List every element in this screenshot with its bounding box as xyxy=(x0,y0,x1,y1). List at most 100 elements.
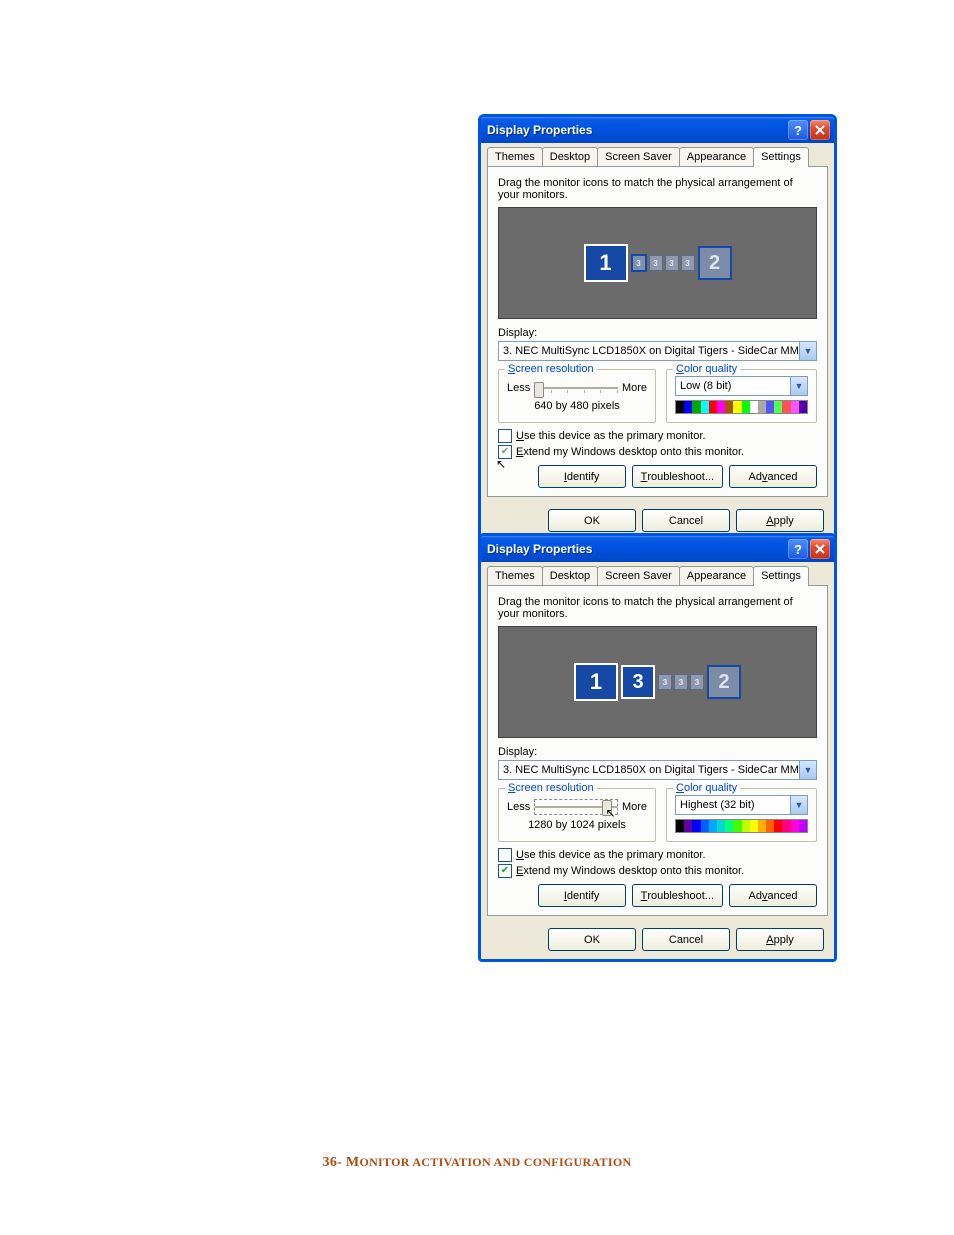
color-quality-combobox[interactable]: Low (8 bit) ▼ xyxy=(675,376,808,396)
extend-desktop-checkbox-row: ✔ Extend my Windows desktop onto this mo… xyxy=(498,445,817,459)
page-footer-title: MONITOR ACTIVATION AND CONFIGURATION xyxy=(346,1155,632,1170)
titlebar[interactable]: Display Properties ? xyxy=(481,536,834,562)
page-footer: 36- MONITOR ACTIVATION AND CONFIGURATION xyxy=(0,1155,954,1171)
display-label: Display: xyxy=(498,327,817,339)
tab-strip: Themes Desktop Screen Saver Appearance S… xyxy=(481,143,834,166)
chevron-down-icon[interactable]: ▼ xyxy=(790,377,807,395)
tab-appearance[interactable]: Appearance xyxy=(679,566,754,585)
titlebar[interactable]: Display Properties ? xyxy=(481,117,834,143)
extend-desktop-checkbox-row: ✔ Extend my Windows desktop onto this mo… xyxy=(498,864,817,878)
display-properties-dialog: Display Properties ? Themes Desktop Scre… xyxy=(478,114,837,543)
screen-resolution-legend: Screen resolution xyxy=(505,782,597,794)
apply-button[interactable]: Apply xyxy=(736,509,824,532)
display-combobox[interactable]: 3. NEC MultiSync LCD1850X on Digital Tig… xyxy=(498,760,817,780)
tab-panel-settings: Drag the monitor icons to match the phys… xyxy=(487,166,828,497)
monitor-arrangement-area[interactable]: 1 3 3 3 3 2 xyxy=(498,207,817,319)
slider-more-label: More xyxy=(622,801,647,813)
extend-desktop-checkbox[interactable]: ✔ xyxy=(498,445,512,459)
close-button[interactable] xyxy=(810,539,830,559)
color-quality-legend: Color quality xyxy=(673,363,740,375)
primary-monitor-label: Use this device as the primary monitor. xyxy=(516,430,706,442)
tab-desktop[interactable]: Desktop xyxy=(542,566,598,585)
primary-monitor-checkbox-row: Use this device as the primary monitor. xyxy=(498,429,817,443)
color-quality-value: Highest (32 bit) xyxy=(676,799,790,811)
extend-desktop-label: Extend my Windows desktop onto this moni… xyxy=(516,865,744,877)
extend-desktop-label: Extend my Windows desktop onto this moni… xyxy=(516,446,744,458)
screen-resolution-legend: Screen resolution xyxy=(505,363,597,375)
extend-desktop-checkbox[interactable]: ✔ xyxy=(498,864,512,878)
advanced-button[interactable]: Advanced xyxy=(729,884,817,907)
monitor-icon-1[interactable]: 1 xyxy=(584,244,628,282)
advanced-button[interactable]: Advanced xyxy=(729,465,817,488)
ok-button[interactable]: OK xyxy=(548,509,636,532)
primary-monitor-checkbox[interactable] xyxy=(498,848,512,862)
monitor-icon-tiny[interactable]: 3 xyxy=(690,674,704,690)
tab-themes[interactable]: Themes xyxy=(487,566,543,585)
tab-screensaver[interactable]: Screen Saver xyxy=(597,566,680,585)
resolution-slider[interactable]: ↖ xyxy=(534,799,618,815)
monitor-icon-3[interactable]: 3 xyxy=(621,665,655,699)
drag-hint: Drag the monitor icons to match the phys… xyxy=(498,177,817,201)
troubleshoot-button[interactable]: Troubleshoot... xyxy=(632,465,723,488)
color-preview-strip xyxy=(675,400,808,414)
slider-thumb[interactable] xyxy=(602,800,612,816)
monitor-icon-1[interactable]: 1 xyxy=(574,663,618,701)
monitor-arrangement-area[interactable]: 1 3 3 3 3 2 xyxy=(498,626,817,738)
color-quality-combobox[interactable]: Highest (32 bit) ▼ xyxy=(675,795,808,815)
tab-settings[interactable]: Settings xyxy=(753,147,809,167)
primary-monitor-checkbox-row: Use this device as the primary monitor. xyxy=(498,848,817,862)
troubleshoot-button[interactable]: Troubleshoot... xyxy=(632,884,723,907)
cancel-button[interactable]: Cancel xyxy=(642,509,730,532)
primary-monitor-checkbox[interactable] xyxy=(498,429,512,443)
chevron-down-icon[interactable]: ▼ xyxy=(799,761,816,779)
monitor-tiny-group: 3 3 3 3 xyxy=(631,254,695,272)
window-title: Display Properties xyxy=(487,123,786,137)
close-button[interactable] xyxy=(810,120,830,140)
monitor-icon-2[interactable]: 2 xyxy=(707,665,741,699)
color-preview-strip xyxy=(675,819,808,833)
color-quality-legend: Color quality xyxy=(673,782,740,794)
slider-more-label: More xyxy=(622,382,647,394)
display-label: Display: xyxy=(498,746,817,758)
window-title: Display Properties xyxy=(487,542,786,556)
display-value: 3. NEC MultiSync LCD1850X on Digital Tig… xyxy=(499,764,799,776)
tab-strip: Themes Desktop Screen Saver Appearance S… xyxy=(481,562,834,585)
display-value: 3. NEC MultiSync LCD1850X on Digital Tig… xyxy=(499,345,799,357)
monitor-icon-2[interactable]: 2 xyxy=(698,246,732,280)
tab-appearance[interactable]: Appearance xyxy=(679,147,754,166)
color-quality-group: Color quality Low (8 bit) ▼ xyxy=(666,369,817,423)
slider-less-label: Less xyxy=(507,382,530,394)
drag-hint: Drag the monitor icons to match the phys… xyxy=(498,596,817,620)
resolution-slider[interactable] xyxy=(534,380,618,396)
color-quality-value: Low (8 bit) xyxy=(676,380,790,392)
slider-less-label: Less xyxy=(507,801,530,813)
tab-screensaver[interactable]: Screen Saver xyxy=(597,147,680,166)
monitor-icon-tiny[interactable]: 3 xyxy=(649,255,663,271)
chevron-down-icon[interactable]: ▼ xyxy=(799,342,816,360)
monitor-icon-tiny[interactable]: 3 xyxy=(631,254,647,272)
monitor-icon-tiny[interactable]: 3 xyxy=(658,674,672,690)
screen-resolution-group: Screen resolution Less ↖ More 1280 by 10… xyxy=(498,788,656,842)
screen-resolution-group: Screen resolution Less More 640 by 480 p… xyxy=(498,369,656,423)
monitor-icon-tiny[interactable]: 3 xyxy=(674,674,688,690)
primary-monitor-label: Use this device as the primary monitor. xyxy=(516,849,706,861)
tab-themes[interactable]: Themes xyxy=(487,147,543,166)
tab-desktop[interactable]: Desktop xyxy=(542,147,598,166)
cancel-button[interactable]: Cancel xyxy=(642,928,730,951)
monitor-icon-tiny[interactable]: 3 xyxy=(681,255,695,271)
identify-button[interactable]: Identify xyxy=(538,465,626,488)
monitor-icon-tiny[interactable]: 3 xyxy=(665,255,679,271)
resolution-value: 640 by 480 pixels xyxy=(507,400,647,412)
chevron-down-icon[interactable]: ▼ xyxy=(790,796,807,814)
page-number: 36- xyxy=(323,1155,343,1170)
slider-thumb[interactable] xyxy=(534,382,544,398)
ok-button[interactable]: OK xyxy=(548,928,636,951)
display-combobox[interactable]: 3. NEC MultiSync LCD1850X on Digital Tig… xyxy=(498,341,817,361)
apply-button[interactable]: Apply xyxy=(736,928,824,951)
monitor-tiny-group: 3 3 3 xyxy=(658,674,704,690)
identify-button[interactable]: Identify xyxy=(538,884,626,907)
resolution-value: 1280 by 1024 pixels xyxy=(507,819,647,831)
tab-settings[interactable]: Settings xyxy=(753,566,809,586)
help-button[interactable]: ? xyxy=(788,120,808,140)
help-button[interactable]: ? xyxy=(788,539,808,559)
